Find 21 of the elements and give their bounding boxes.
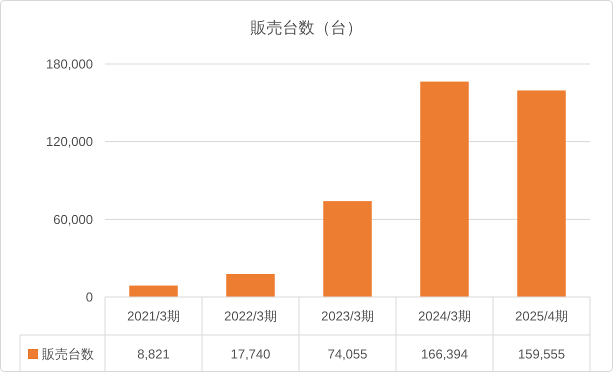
bar [129,286,178,297]
chart-title: 販売台数（台） [250,19,362,37]
data-label: 74,055 [328,346,368,362]
x-tick-label: 2025/4期 [515,308,568,324]
bar [420,82,469,297]
data-label: 8,821 [137,346,170,362]
bar [517,90,566,297]
y-tick-label: 180,000 [46,56,93,72]
bar [323,201,372,297]
x-tick-label: 2022/3期 [224,308,277,324]
data-label: 17,740 [230,346,270,362]
y-tick-label: 0 [86,290,93,305]
legend-label: 販売台数 [42,346,94,362]
x-tick-label: 2024/3期 [418,308,471,324]
bar [226,274,275,297]
x-tick-label: 2021/3期 [127,308,180,324]
y-tick-label: 60,000 [53,212,93,227]
y-tick-label: 120,000 [46,134,93,150]
data-label: 159,555 [518,346,565,362]
data-label: 166,394 [421,346,468,362]
x-tick-label: 2023/3期 [321,308,374,324]
